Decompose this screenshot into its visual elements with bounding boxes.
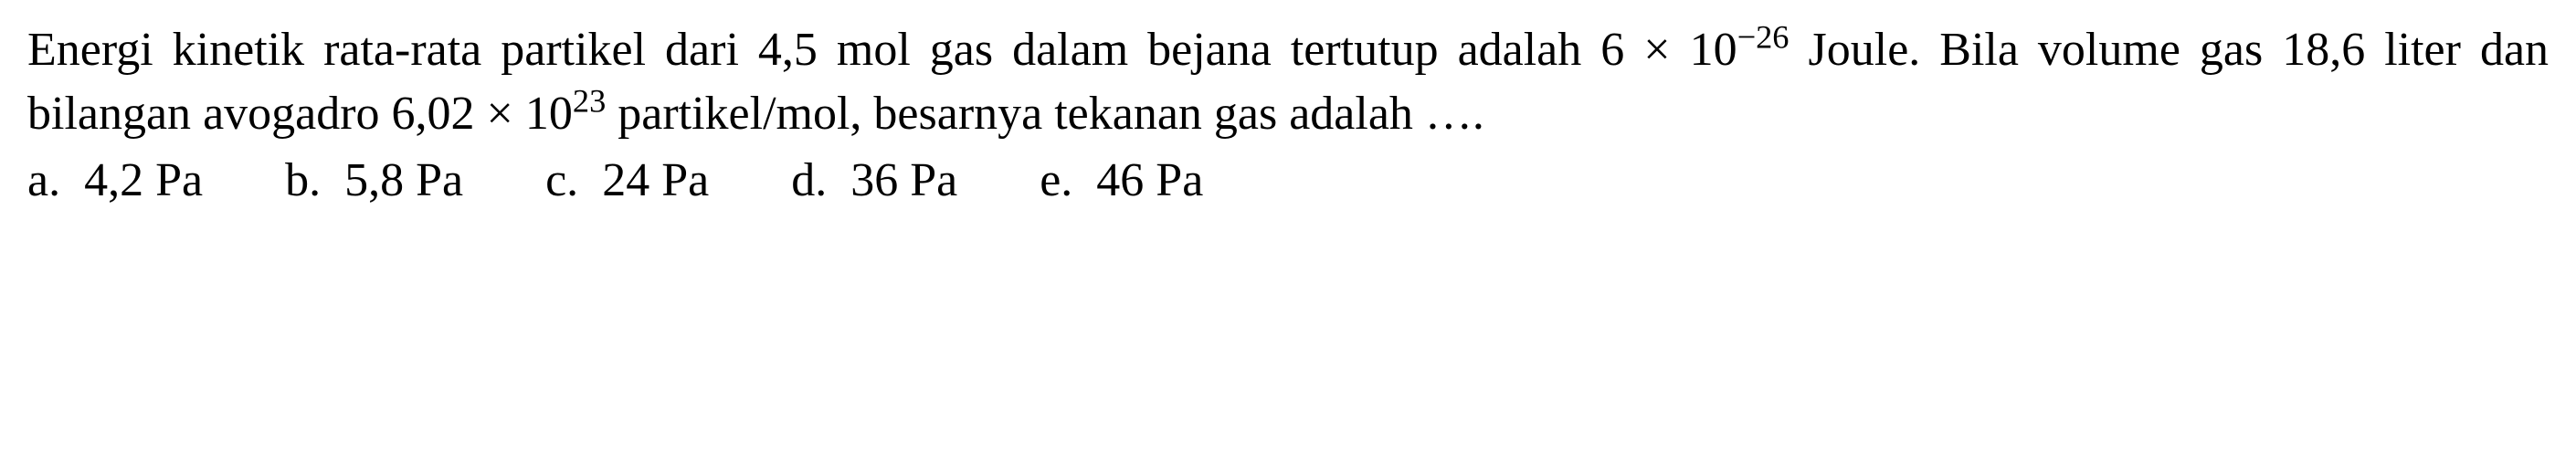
option-e: e. 46 Pa — [1040, 153, 1203, 207]
question-line-1: Energi kinetik rata-rata partikel dari 4… — [27, 24, 1439, 76]
exponent-1: −26 — [1737, 19, 1789, 56]
option-b-value: 5,8 Pa — [344, 154, 463, 206]
question-line-3-suffix: partikel/mol, besarnya tekanan gas adala… — [606, 88, 1484, 140]
question-line-3-prefix: avogadro 6,02 × 10 — [203, 88, 573, 140]
option-d-value: 36 Pa — [850, 154, 957, 206]
option-b: b. 5,8 Pa — [285, 153, 463, 207]
question-text: Energi kinetik rata-rata partikel dari 4… — [27, 18, 2549, 146]
option-e-value: 46 Pa — [1096, 154, 1203, 206]
options-row: a. 4,2 Pa b. 5,8 Pa c. 24 Pa d. 36 Pa e.… — [27, 153, 2549, 207]
option-c: c. 24 Pa — [545, 153, 709, 207]
option-a-letter: a. — [27, 154, 60, 206]
option-d: d. 36 Pa — [791, 153, 957, 207]
option-b-letter: b. — [285, 154, 321, 206]
option-a: a. 4,2 Pa — [27, 153, 203, 207]
option-a-value: 4,2 Pa — [84, 154, 203, 206]
option-c-value: 24 Pa — [602, 154, 709, 206]
question-line-2-prefix: adalah 6 × 10 — [1458, 24, 1737, 76]
option-c-letter: c. — [545, 154, 578, 206]
option-d-letter: d. — [791, 154, 827, 206]
option-e-letter: e. — [1040, 154, 1072, 206]
exponent-2: 23 — [573, 83, 606, 120]
